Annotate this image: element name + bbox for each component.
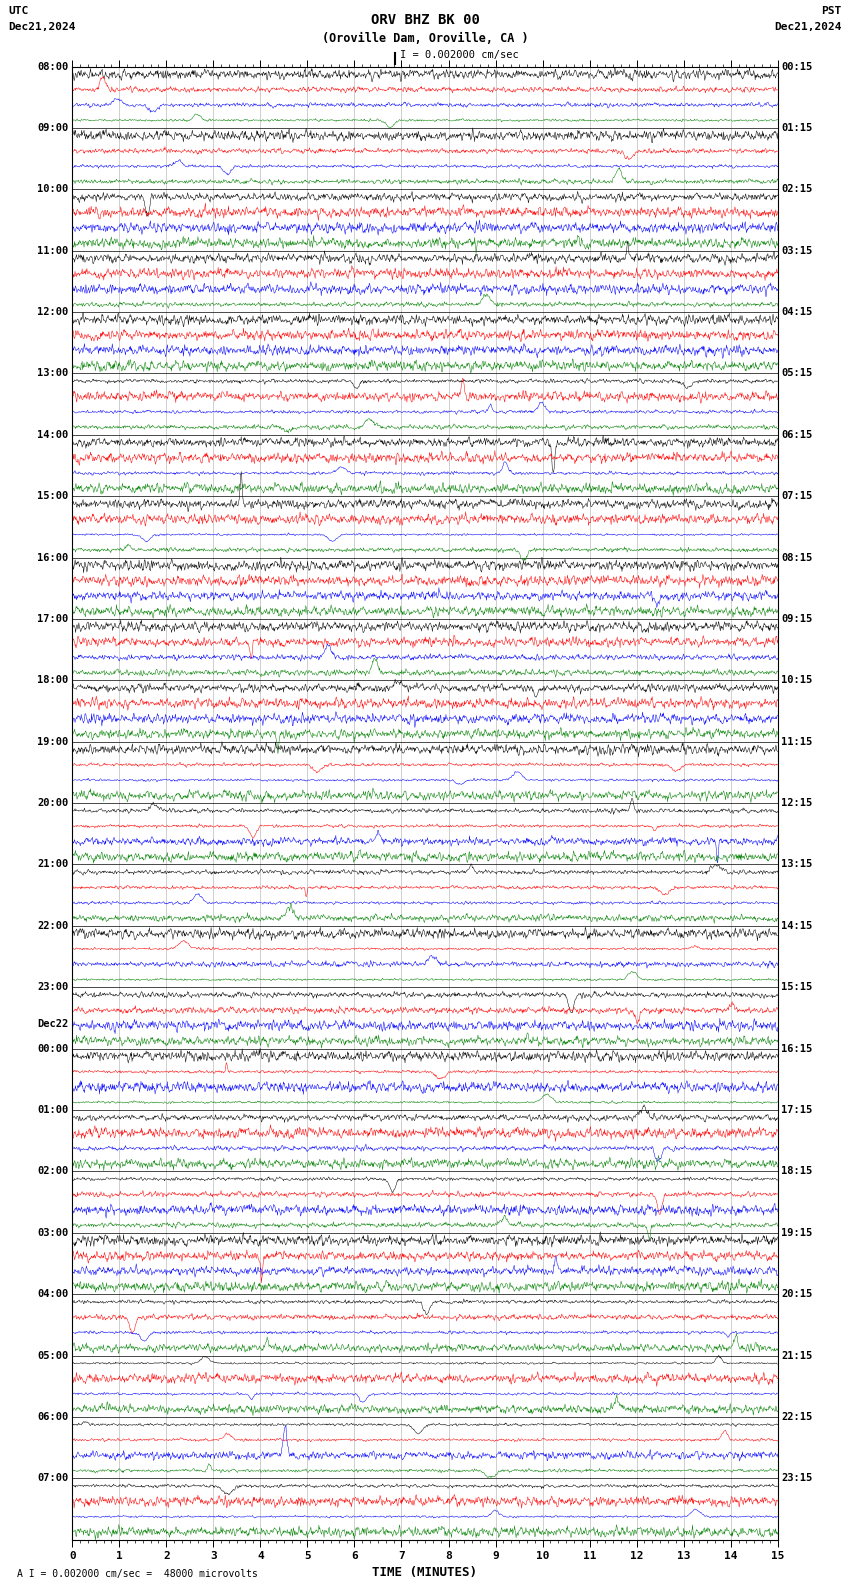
- Text: 07:00: 07:00: [37, 1473, 69, 1483]
- Text: 17:15: 17:15: [781, 1106, 813, 1115]
- Text: 22:00: 22:00: [37, 920, 69, 931]
- Text: I = 0.002000 cm/sec: I = 0.002000 cm/sec: [400, 49, 518, 60]
- Text: 05:00: 05:00: [37, 1351, 69, 1361]
- Text: 02:00: 02:00: [37, 1166, 69, 1177]
- Text: 07:15: 07:15: [781, 491, 813, 501]
- Text: 11:00: 11:00: [37, 246, 69, 255]
- Text: 18:00: 18:00: [37, 675, 69, 686]
- Text: 15:00: 15:00: [37, 491, 69, 501]
- Text: 16:15: 16:15: [781, 1044, 813, 1053]
- Text: 00:15: 00:15: [781, 62, 813, 71]
- Text: 01:15: 01:15: [781, 124, 813, 133]
- Text: A I = 0.002000 cm/sec =  48000 microvolts: A I = 0.002000 cm/sec = 48000 microvolts: [17, 1570, 258, 1579]
- Text: UTC: UTC: [8, 6, 29, 16]
- Text: 22:15: 22:15: [781, 1411, 813, 1422]
- Text: 08:00: 08:00: [37, 62, 69, 71]
- Text: 14:15: 14:15: [781, 920, 813, 931]
- Text: Dec21,2024: Dec21,2024: [8, 22, 76, 32]
- Text: 12:00: 12:00: [37, 307, 69, 317]
- Text: 13:00: 13:00: [37, 369, 69, 379]
- Text: 01:00: 01:00: [37, 1106, 69, 1115]
- Text: 05:15: 05:15: [781, 369, 813, 379]
- Text: 09:15: 09:15: [781, 615, 813, 624]
- Text: 06:15: 06:15: [781, 429, 813, 440]
- Text: 13:15: 13:15: [781, 860, 813, 870]
- Text: 14:00: 14:00: [37, 429, 69, 440]
- Text: 15:15: 15:15: [781, 982, 813, 992]
- Text: 21:15: 21:15: [781, 1351, 813, 1361]
- Text: 18:15: 18:15: [781, 1166, 813, 1177]
- Text: 10:00: 10:00: [37, 184, 69, 195]
- Text: 17:00: 17:00: [37, 615, 69, 624]
- Text: 09:00: 09:00: [37, 124, 69, 133]
- Text: 16:00: 16:00: [37, 553, 69, 562]
- Text: 23:00: 23:00: [37, 982, 69, 992]
- Text: Dec21,2024: Dec21,2024: [774, 22, 842, 32]
- Text: 10:15: 10:15: [781, 675, 813, 686]
- Text: 21:00: 21:00: [37, 860, 69, 870]
- Text: 02:15: 02:15: [781, 184, 813, 195]
- Text: 11:15: 11:15: [781, 737, 813, 746]
- Text: 04:00: 04:00: [37, 1289, 69, 1299]
- Text: 03:00: 03:00: [37, 1228, 69, 1237]
- Text: Dec22: Dec22: [37, 1019, 69, 1030]
- Text: 06:00: 06:00: [37, 1411, 69, 1422]
- Text: PST: PST: [821, 6, 842, 16]
- Text: 08:15: 08:15: [781, 553, 813, 562]
- Text: 04:15: 04:15: [781, 307, 813, 317]
- Text: 19:00: 19:00: [37, 737, 69, 746]
- Text: 12:15: 12:15: [781, 798, 813, 808]
- X-axis label: TIME (MINUTES): TIME (MINUTES): [372, 1565, 478, 1579]
- Text: (Oroville Dam, Oroville, CA ): (Oroville Dam, Oroville, CA ): [321, 32, 529, 44]
- Text: 00:00: 00:00: [37, 1044, 69, 1053]
- Text: 03:15: 03:15: [781, 246, 813, 255]
- Text: 19:15: 19:15: [781, 1228, 813, 1237]
- Text: 20:15: 20:15: [781, 1289, 813, 1299]
- Text: ORV BHZ BK 00: ORV BHZ BK 00: [371, 13, 479, 27]
- Text: 20:00: 20:00: [37, 798, 69, 808]
- Text: 23:15: 23:15: [781, 1473, 813, 1483]
